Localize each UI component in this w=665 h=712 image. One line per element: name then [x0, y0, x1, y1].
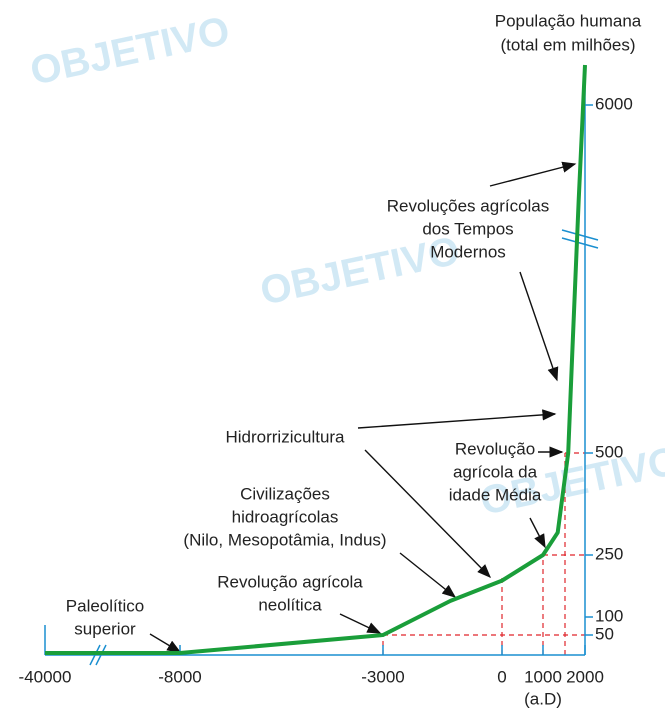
annotation: Civilizações — [240, 484, 330, 503]
y-axis-label: População humana — [495, 11, 642, 30]
watermark: OBJETIVO — [26, 9, 233, 94]
x-tick-label: -3000 — [361, 667, 404, 686]
annotation: (Nilo, Mesopotâmia, Indus) — [183, 530, 386, 549]
annotation: superior — [74, 619, 136, 638]
arrow — [357, 409, 557, 429]
x-tick-label: 2000 — [566, 667, 604, 686]
watermark: OBJETIVO — [256, 229, 463, 314]
annotation: idade Média — [449, 485, 542, 504]
arrow — [519, 271, 559, 382]
annotation: agrícola da — [453, 462, 538, 481]
axis-break — [561, 237, 599, 249]
line — [45, 64, 587, 655]
x-tick-label: -40000 — [19, 667, 72, 686]
y-tick-label: 500 — [595, 442, 623, 461]
arrow — [489, 161, 577, 187]
x-tick-label: 0 — [497, 667, 506, 686]
y-tick-label: 6000 — [595, 94, 633, 113]
annotations — [149, 161, 577, 653]
x-tick-label: -8000 — [158, 667, 201, 686]
annotation: Paleolítico — [66, 596, 144, 615]
arrow — [364, 449, 491, 578]
arrow — [529, 517, 546, 549]
annotation: neolítica — [258, 595, 322, 614]
arrow — [149, 633, 182, 653]
y-tick-label: 100 — [595, 606, 623, 625]
annotation: dos Tempos — [422, 219, 513, 238]
annotation: hidroagrícolas — [232, 507, 339, 526]
arrow — [339, 613, 382, 634]
annotation: Revoluções agrícolas — [387, 196, 550, 215]
y-tick-label: 250 — [595, 544, 623, 563]
x-axis-label: (a.D) — [524, 689, 562, 708]
annotation: Revolução — [455, 439, 535, 458]
annotation: Modernos — [430, 242, 506, 261]
y-axis-label: (total em milhões) — [500, 35, 635, 54]
y-tick-label: 50 — [595, 624, 614, 643]
annotation: Revolução agrícola — [217, 572, 363, 591]
annotation: Hidrorrizicultura — [225, 427, 345, 446]
x-tick-label: 1000 — [524, 667, 562, 686]
arrow — [399, 552, 457, 598]
axis-break — [561, 229, 599, 241]
